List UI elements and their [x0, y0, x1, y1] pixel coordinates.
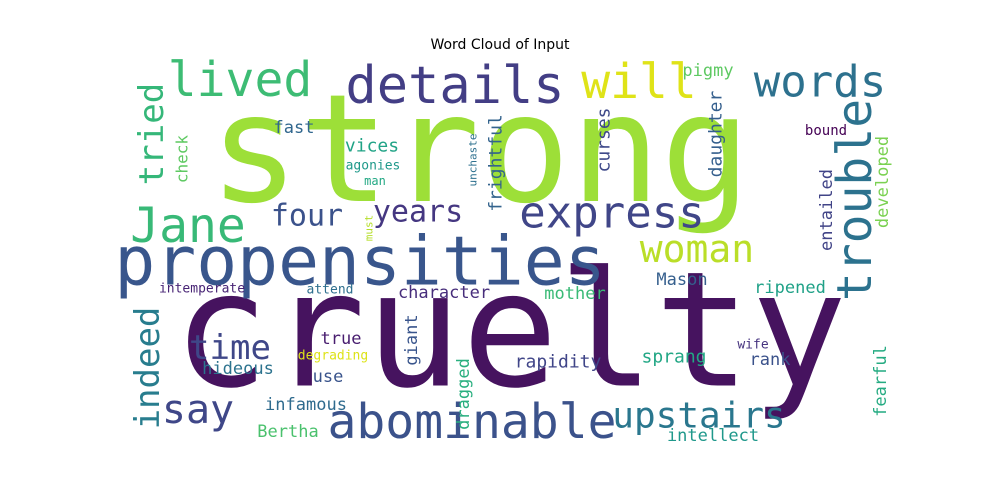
word-tried: tried: [132, 83, 172, 185]
word-cruelty: cruelty: [173, 237, 847, 424]
word-developed: developed: [873, 136, 893, 228]
word-bertha: Bertha: [257, 422, 318, 442]
word-rank: rank: [750, 350, 791, 370]
word-rapidity: rapidity: [515, 352, 602, 373]
word-curses: curses: [594, 107, 615, 172]
word-use: use: [313, 367, 344, 387]
word-express: express: [519, 188, 704, 239]
word-fast: fast: [274, 118, 315, 138]
word-character: character: [398, 283, 490, 303]
chart-title: Word Cloud of Input: [430, 37, 570, 53]
word-frightful: frightful: [486, 114, 507, 212]
word-giant: giant: [402, 314, 422, 365]
word-true: true: [321, 329, 362, 349]
word-words: words: [754, 57, 886, 108]
word-trouble: trouble: [827, 99, 883, 301]
word-will: will: [581, 54, 697, 110]
word-woman: woman: [640, 227, 754, 271]
word-abominable: abominable: [328, 394, 617, 450]
word-upstairs: upstairs: [612, 396, 785, 437]
word-vices: vices: [345, 136, 399, 157]
word-unchaste: unchaste: [467, 134, 480, 187]
word-mother: mother: [544, 284, 605, 304]
word-strong: strong: [209, 63, 751, 237]
word-ripened: ripened: [754, 278, 826, 298]
word-pigmy: pigmy: [682, 61, 733, 81]
word-time: time: [189, 328, 271, 368]
word-dragged: dragged: [454, 358, 474, 430]
word-must: must: [363, 215, 376, 242]
word-propensities: propensities: [114, 223, 605, 302]
word-details: details: [345, 56, 564, 116]
word-degrading: degrading: [298, 349, 368, 364]
word-years: years: [373, 195, 463, 230]
word-bound: bound: [805, 123, 847, 139]
word-check: check: [173, 135, 192, 184]
word-say: say: [162, 387, 234, 433]
word-jane: Jane: [130, 198, 246, 254]
word-sprang: sprang: [641, 347, 706, 368]
word-man: man: [364, 174, 386, 188]
word-agonies: agonies: [346, 159, 401, 174]
word-intemperate: intemperate: [159, 282, 245, 297]
word-four: four: [271, 199, 343, 234]
word-wife: wife: [737, 338, 768, 353]
word-entailed: entailed: [817, 169, 837, 251]
word-intellect: intellect: [667, 426, 759, 446]
word-lived: lived: [168, 52, 313, 108]
word-attend: attend: [307, 283, 354, 298]
word-infamous: infamous: [265, 395, 347, 415]
word-daughter: daughter: [706, 90, 727, 177]
word-mason: Mason: [656, 270, 707, 290]
word-fearful: fearful: [871, 345, 891, 417]
word-indeed: indeed: [128, 307, 168, 430]
word-hideous: hideous: [202, 359, 274, 379]
